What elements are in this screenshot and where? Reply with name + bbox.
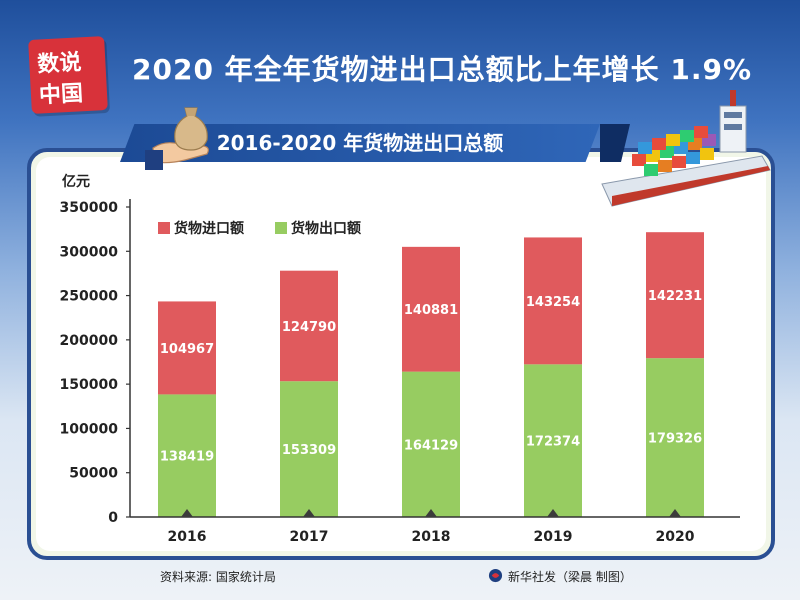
bar-import-2018: [402, 246, 460, 372]
page-title: 2020 年全年货物进出口总额比上年增长 1.9%: [132, 53, 753, 86]
x-tick-marker: [181, 509, 193, 517]
chart-panel-inner: [36, 157, 766, 551]
data-label-import-2018: 140881: [404, 303, 458, 318]
x-tick-marker: [303, 509, 315, 517]
data-label-export-2017: 153309: [282, 443, 336, 458]
x-tick-label-2017: 2017: [290, 529, 329, 545]
data-label-import-2019: 143254: [526, 295, 580, 310]
chart-subtitle: 2016-2020 年货物进出口总额: [216, 131, 504, 155]
data-label-import-2020: 142231: [648, 289, 702, 304]
bar-export-2019: [524, 364, 582, 517]
x-tick-marker: [425, 509, 437, 517]
x-tick-label-2019: 2019: [534, 529, 573, 545]
money-bag-hand-icon: [145, 107, 209, 170]
bars: 138419 104967 153309 124790 164129 140881 1723…: [158, 232, 704, 517]
legend-label-import: 货物进口额: [173, 220, 244, 237]
x-axis: 2016 2017 2018 2019 2020: [130, 509, 740, 545]
legend-label-export: 货物出口额: [290, 220, 361, 237]
data-label-import-2016: 104967: [160, 342, 214, 357]
bar-export-2018: [402, 371, 460, 517]
bar-import-2016: [158, 301, 216, 395]
legend-swatch-import: [158, 222, 170, 234]
y-axis: 亿元 0 50000 100000 150000 200000 250000 300000 35…: [60, 173, 131, 526]
y-tick-label: 150000: [60, 377, 119, 393]
y-tick-label: 250000: [60, 289, 119, 305]
x-tick-marker: [669, 509, 681, 517]
bar-export-2017: [280, 381, 338, 517]
bar-export-2016: [158, 394, 216, 517]
data-label-import-2017: 124790: [282, 320, 336, 335]
data-label-export-2019: 172374: [526, 435, 580, 450]
y-tick-label: 0: [108, 510, 118, 526]
x-tick-label-2020: 2020: [656, 529, 695, 545]
data-label-export-2020: 179326: [648, 432, 702, 447]
container-ship-icon: [601, 90, 771, 207]
y-axis-unit-label: 亿元: [62, 173, 90, 190]
x-tick-marker: [547, 509, 559, 517]
x-tick-label-2018: 2018: [412, 529, 451, 545]
legend: 货物进口额 货物出口额: [158, 220, 361, 237]
bar-import-2017: [280, 270, 338, 382]
y-tick-label: 350000: [60, 200, 119, 216]
y-tick-label: 300000: [60, 244, 119, 260]
y-tick-label: 50000: [69, 466, 118, 482]
credit: 新华社发（梁晨 制图）: [508, 570, 632, 584]
y-tick-label: 200000: [60, 333, 119, 349]
bar-import-2020: [646, 232, 704, 359]
legend-swatch-export: [275, 222, 287, 234]
xinhua-logo-icon: [488, 568, 503, 583]
data-source: 资料来源: 国家统计局: [160, 570, 276, 584]
x-tick-label-2016: 2016: [168, 529, 207, 545]
bar-import-2019: [524, 237, 582, 365]
bar-export-2020: [646, 358, 704, 517]
data-label-export-2016: 138419: [160, 450, 214, 465]
y-tick-label: 100000: [60, 421, 119, 437]
data-label-export-2018: 164129: [404, 438, 458, 453]
